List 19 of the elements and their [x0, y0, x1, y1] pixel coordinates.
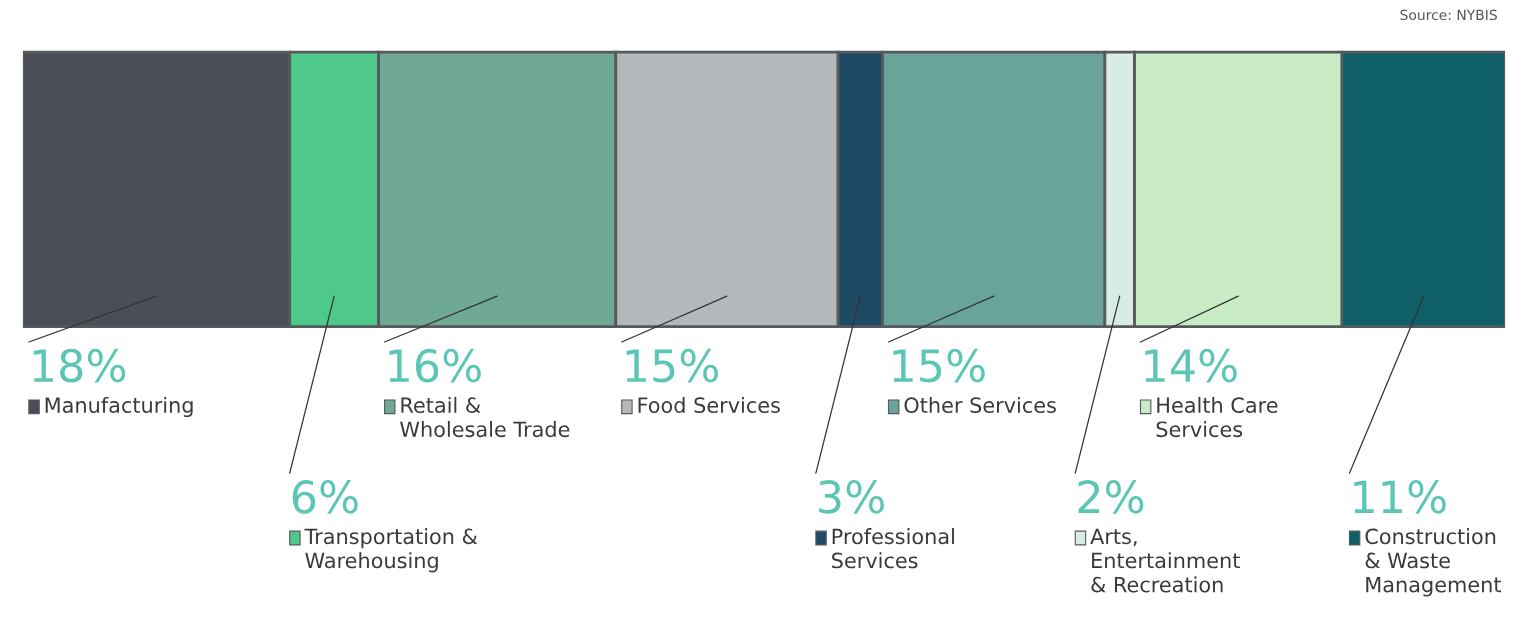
legend-label: Professional Services [832, 528, 954, 569]
legend-label: Health Care Services [1156, 396, 1278, 438]
data-label: 6% [292, 480, 358, 514]
data-label: 14% [1145, 348, 1237, 383]
data-label: 15% [893, 348, 985, 383]
data-label: 2% [1078, 480, 1144, 514]
source-note: Source: NYBIS [1400, 9, 1497, 21]
legend-label: Food Services [638, 396, 780, 414]
data-label: 3% [819, 480, 884, 514]
data-label: 18% [33, 348, 126, 383]
data-label: 11% [1354, 480, 1446, 514]
legend-label: Construction & Waste Management [1365, 528, 1502, 597]
data-label: 15% [626, 348, 719, 383]
legend-label: Arts, Entertainment & Recreation [1090, 528, 1240, 593]
data-label: 16% [389, 348, 481, 383]
legend-label: Other Services [904, 396, 1056, 414]
legend-label: Manufacturing [45, 396, 193, 418]
legend-label: Transportation & Warehousing [304, 528, 478, 573]
legend-label: Retail & Wholesale Trade [400, 396, 570, 438]
